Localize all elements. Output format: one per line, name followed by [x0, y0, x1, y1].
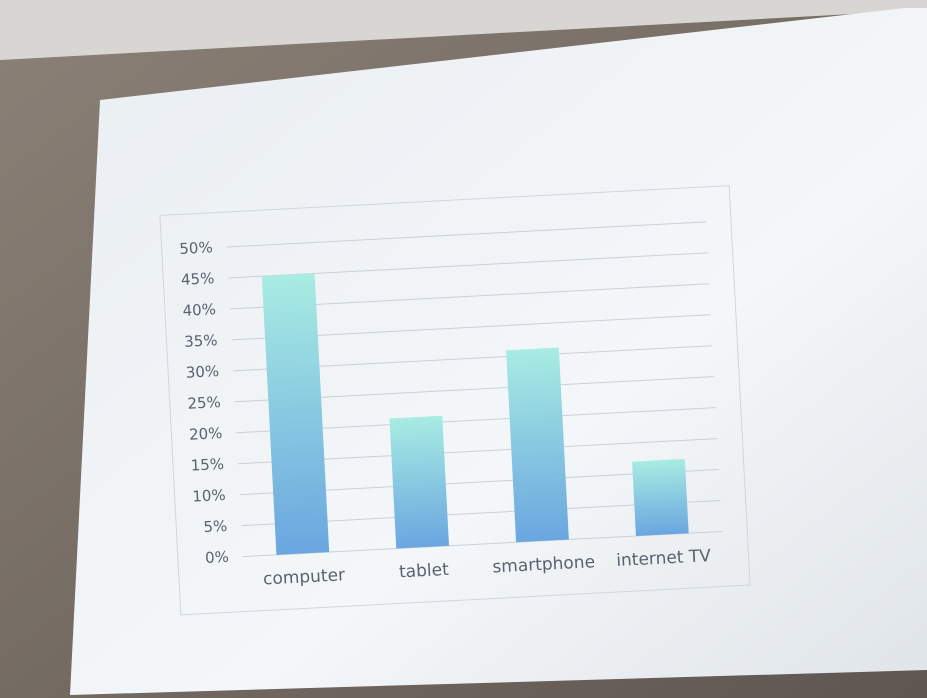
y-tick-label: 20%	[189, 424, 223, 444]
y-tick-label: 0%	[205, 548, 230, 567]
bar	[506, 348, 569, 543]
y-tick-label: 25%	[187, 393, 221, 413]
projection-screen	[70, 8, 927, 695]
y-tick-label: 30%	[185, 362, 219, 382]
y-tick-label: 5%	[203, 517, 228, 536]
x-tick-label: computer	[263, 565, 346, 589]
page: 0% 5% 10% 15% 20% 25% 30% 35% 40% 45% 50% computer t…	[0, 0, 927, 698]
y-tick-label: 15%	[190, 455, 224, 475]
x-tick-label: tablet	[399, 560, 450, 583]
y-tick-label: 10%	[192, 486, 226, 506]
photo: 0% 5% 10% 15% 20% 25% 30% 35% 40% 45% 50% computer t…	[0, 0, 927, 698]
bar	[632, 459, 689, 536]
y-tick-label: 50%	[179, 238, 213, 258]
y-tick-label: 45%	[181, 269, 215, 289]
y-tick-label: 35%	[184, 331, 218, 351]
bar	[389, 416, 449, 549]
y-tick-label: 40%	[182, 300, 216, 320]
